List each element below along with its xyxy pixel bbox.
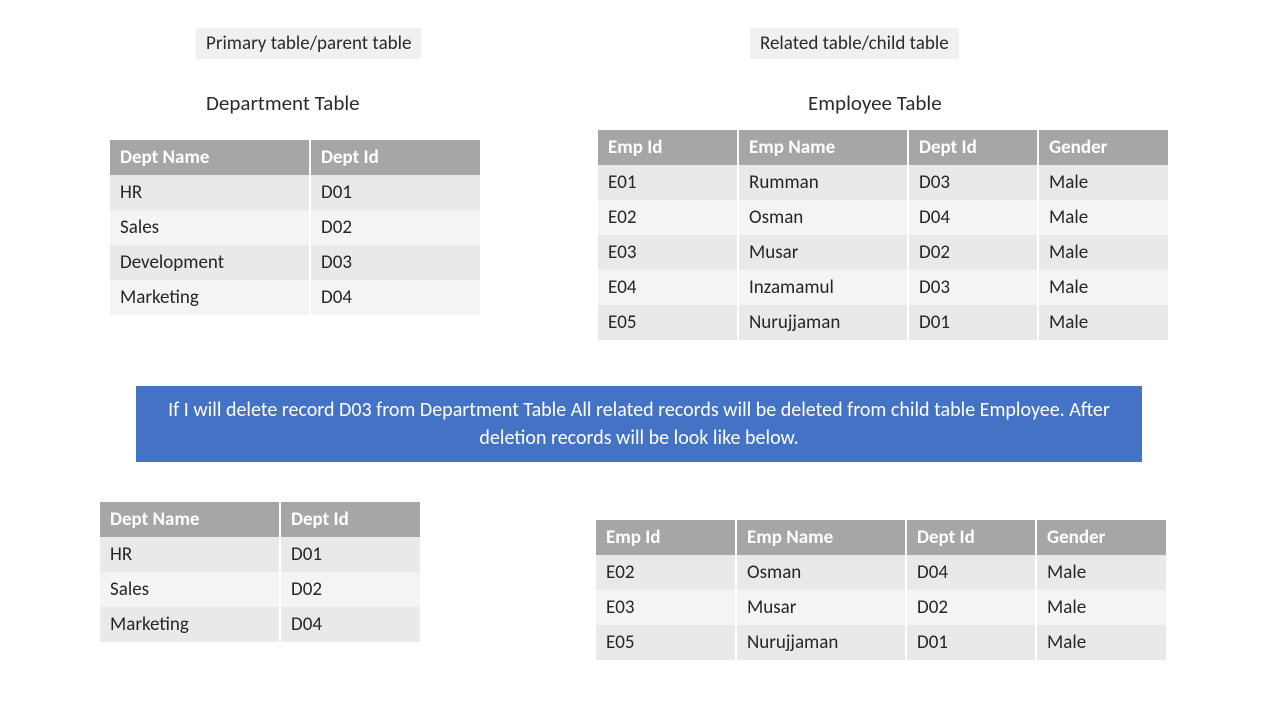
table-row: MarketingD04 [100,607,420,642]
table-cell: Marketing [100,607,280,642]
table-row: MarketingD04 [110,280,480,315]
table-cell: D03 [310,245,480,280]
column-header: Dept Id [280,502,420,537]
department-table: Dept NameDept IdHRD01SalesD02Development… [110,140,480,315]
table-cell: E02 [598,200,738,235]
table-row: SalesD02 [100,572,420,607]
column-header: Dept Id [310,140,480,175]
table-row: E04InzamamulD03Male [598,270,1168,305]
table-row: E05NurujjamanD01Male [598,305,1168,340]
table-cell: HR [110,175,310,210]
employee-table-after: Emp IdEmp NameDept IdGenderE02OsmanD04Ma… [596,520,1166,660]
table-cell: D01 [908,305,1038,340]
table-row: E02OsmanD04Male [598,200,1168,235]
table-cell: Male [1036,555,1166,590]
table-cell: Male [1038,235,1168,270]
related-table-label: Related table/child table [750,28,959,59]
table-cell: Marketing [110,280,310,315]
table-cell: Male [1036,590,1166,625]
table-cell: Rumman [738,165,908,200]
primary-table-label: Primary table/parent table [196,28,421,59]
table-cell: Nurujjaman [738,305,908,340]
table-cell: D04 [280,607,420,642]
table-cell: Male [1038,305,1168,340]
table-cell: E05 [598,305,738,340]
table-cell: D02 [906,590,1036,625]
table-cell: Musar [736,590,906,625]
table-row: DevelopmentD03 [110,245,480,280]
table-cell: Inzamamul [738,270,908,305]
table-cell: E03 [598,235,738,270]
table-cell: E01 [598,165,738,200]
table-cell: E04 [598,270,738,305]
column-header: Gender [1038,130,1168,165]
table-cell: D02 [280,572,420,607]
table-cell: D03 [908,270,1038,305]
column-header: Emp Name [736,520,906,555]
table-cell: Musar [738,235,908,270]
column-header: Dept Name [110,140,310,175]
table-cell: D01 [280,537,420,572]
column-header: Dept Id [906,520,1036,555]
table-cell: E03 [596,590,736,625]
table-row: E03MusarD02Male [598,235,1168,270]
column-header: Emp Id [598,130,738,165]
table-cell: D03 [908,165,1038,200]
table-cell: D04 [908,200,1038,235]
table-row: HRD01 [110,175,480,210]
table-cell: Sales [100,572,280,607]
table-cell: Osman [736,555,906,590]
table-cell: Development [110,245,310,280]
table-row: E05NurujjamanD01Male [596,625,1166,660]
table-cell: D01 [310,175,480,210]
column-header: Gender [1036,520,1166,555]
table-cell: Osman [738,200,908,235]
table-row: E03MusarD02Male [596,590,1166,625]
column-header: Emp Id [596,520,736,555]
department-table-title: Department Table [206,90,360,116]
table-row: HRD01 [100,537,420,572]
employee-table: Emp IdEmp NameDept IdGenderE01RummanD03M… [598,130,1168,340]
employee-table-title: Employee Table [808,90,942,116]
table-cell: Male [1038,270,1168,305]
table-row: E02OsmanD04Male [596,555,1166,590]
table-cell: Male [1038,165,1168,200]
explanation-banner: If I will delete record D03 from Departm… [136,386,1142,462]
table-cell: E02 [596,555,736,590]
table-row: SalesD02 [110,210,480,245]
table-cell: D02 [310,210,480,245]
column-header: Dept Id [908,130,1038,165]
table-cell: D02 [908,235,1038,270]
table-cell: Male [1036,625,1166,660]
table-row: E01RummanD03Male [598,165,1168,200]
department-table-after: Dept NameDept IdHRD01SalesD02MarketingD0… [100,502,420,642]
column-header: Emp Name [738,130,908,165]
table-cell: Male [1038,200,1168,235]
table-cell: Sales [110,210,310,245]
table-cell: HR [100,537,280,572]
table-cell: D04 [906,555,1036,590]
table-cell: Nurujjaman [736,625,906,660]
table-cell: D01 [906,625,1036,660]
column-header: Dept Name [100,502,280,537]
table-cell: D04 [310,280,480,315]
table-cell: E05 [596,625,736,660]
